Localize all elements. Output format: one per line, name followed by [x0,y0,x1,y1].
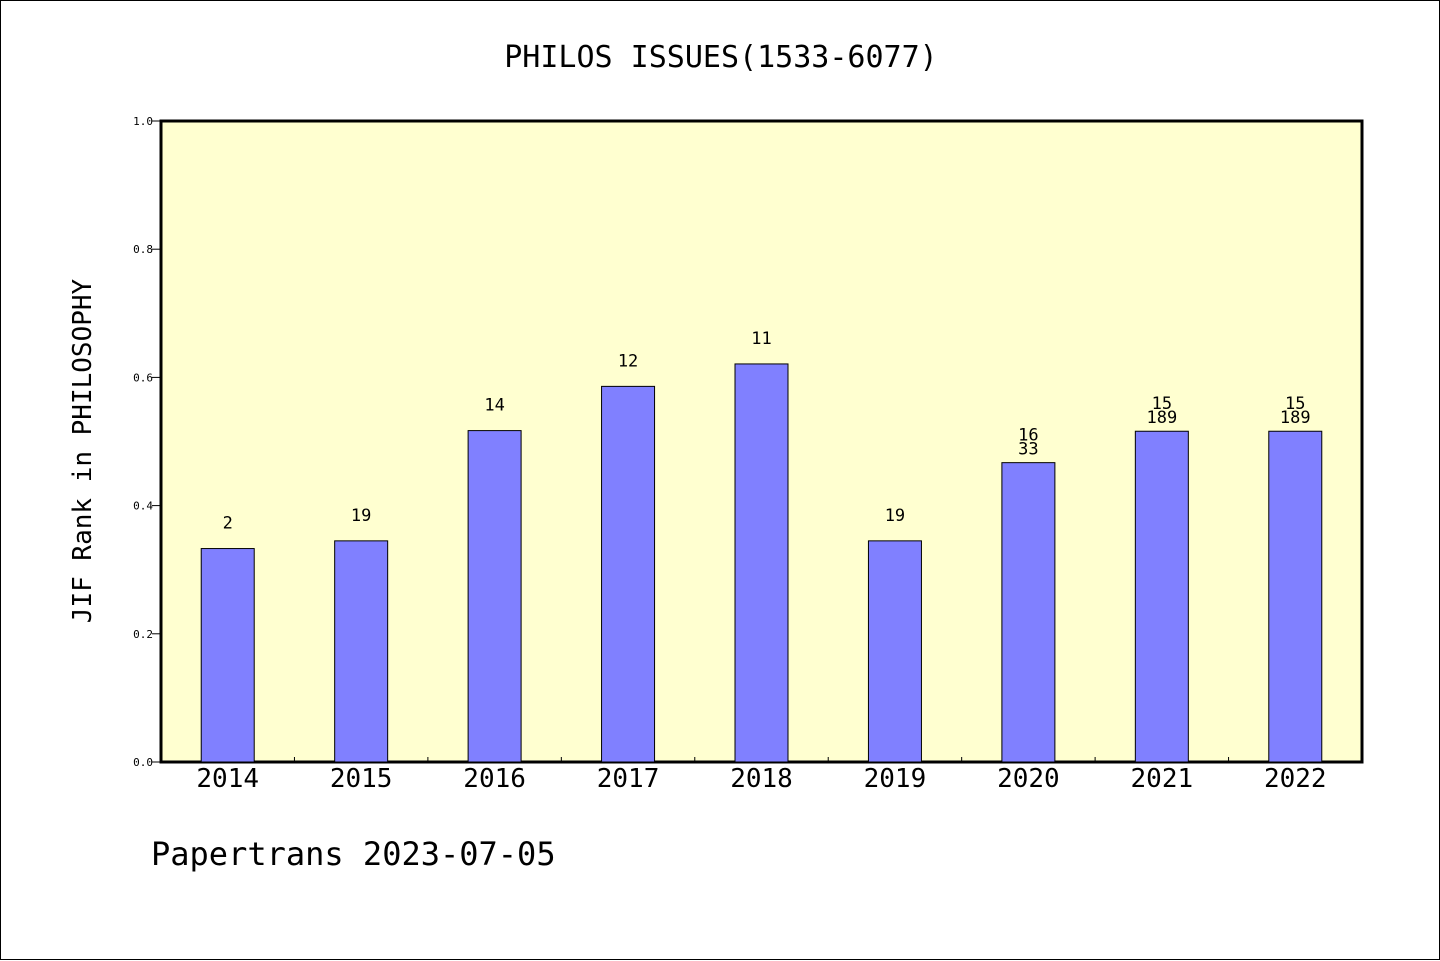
bar-value-label: 14 [484,396,504,416]
x-tick-label: 2019 [864,764,927,794]
y-axis-label: JIF Rank in PHILOSOPHY [68,278,98,623]
bar-value-label: 16 [1018,426,1038,446]
x-tick-label: 2021 [1131,764,1194,794]
x-tick-label: 2016 [463,764,526,794]
bar [867,540,922,763]
y-tick-label: 1.0 [133,115,153,128]
y-axis: 0.0 0.2 0.4 0.6 0.8 1.0 [133,115,161,769]
y-tick-label: 0.4 [133,500,153,513]
bar-value-label: 15 [1152,394,1172,414]
bar-value-label: 19 [351,506,371,526]
y-tick-label: 0.2 [133,628,153,641]
bar-value-label: 12 [618,351,638,371]
bar [1134,430,1189,763]
x-tick-label: 2020 [997,764,1060,794]
chart-title: PHILOS ISSUES(1533-6077) [504,40,937,75]
bars [200,363,1323,763]
bar-value-label: 189 [1280,408,1311,428]
x-tick-label: 2022 [1264,764,1327,794]
bar [1268,430,1323,763]
bar-value-label: 19 [885,506,905,526]
bar [334,540,389,763]
bar-value-label: 15 [1285,394,1305,414]
bar-value-label: 189 [1146,408,1177,428]
bar-value-label: 11 [751,329,771,349]
y-tick-label: 0.6 [133,371,153,384]
x-tick-label: 2015 [330,764,393,794]
footer-text: Papertrans 2023-07-05 [151,835,556,873]
bar-value-label: 33 [1018,440,1038,460]
x-tick-label: 2014 [196,764,259,794]
bar [734,363,789,763]
bar [1001,462,1056,763]
y-tick-label: 0.8 [133,243,153,256]
x-axis: 2014 2015 2016 2017 2018 2019 2020 2021 2022 [196,757,1327,794]
bar [601,385,656,763]
x-tick-label: 2017 [597,764,660,794]
x-tick-label: 2018 [730,764,793,794]
y-tick-label: 0.0 [133,756,153,769]
bar [467,430,522,763]
bar [200,548,255,763]
bar-value-label: 2 [223,514,233,534]
